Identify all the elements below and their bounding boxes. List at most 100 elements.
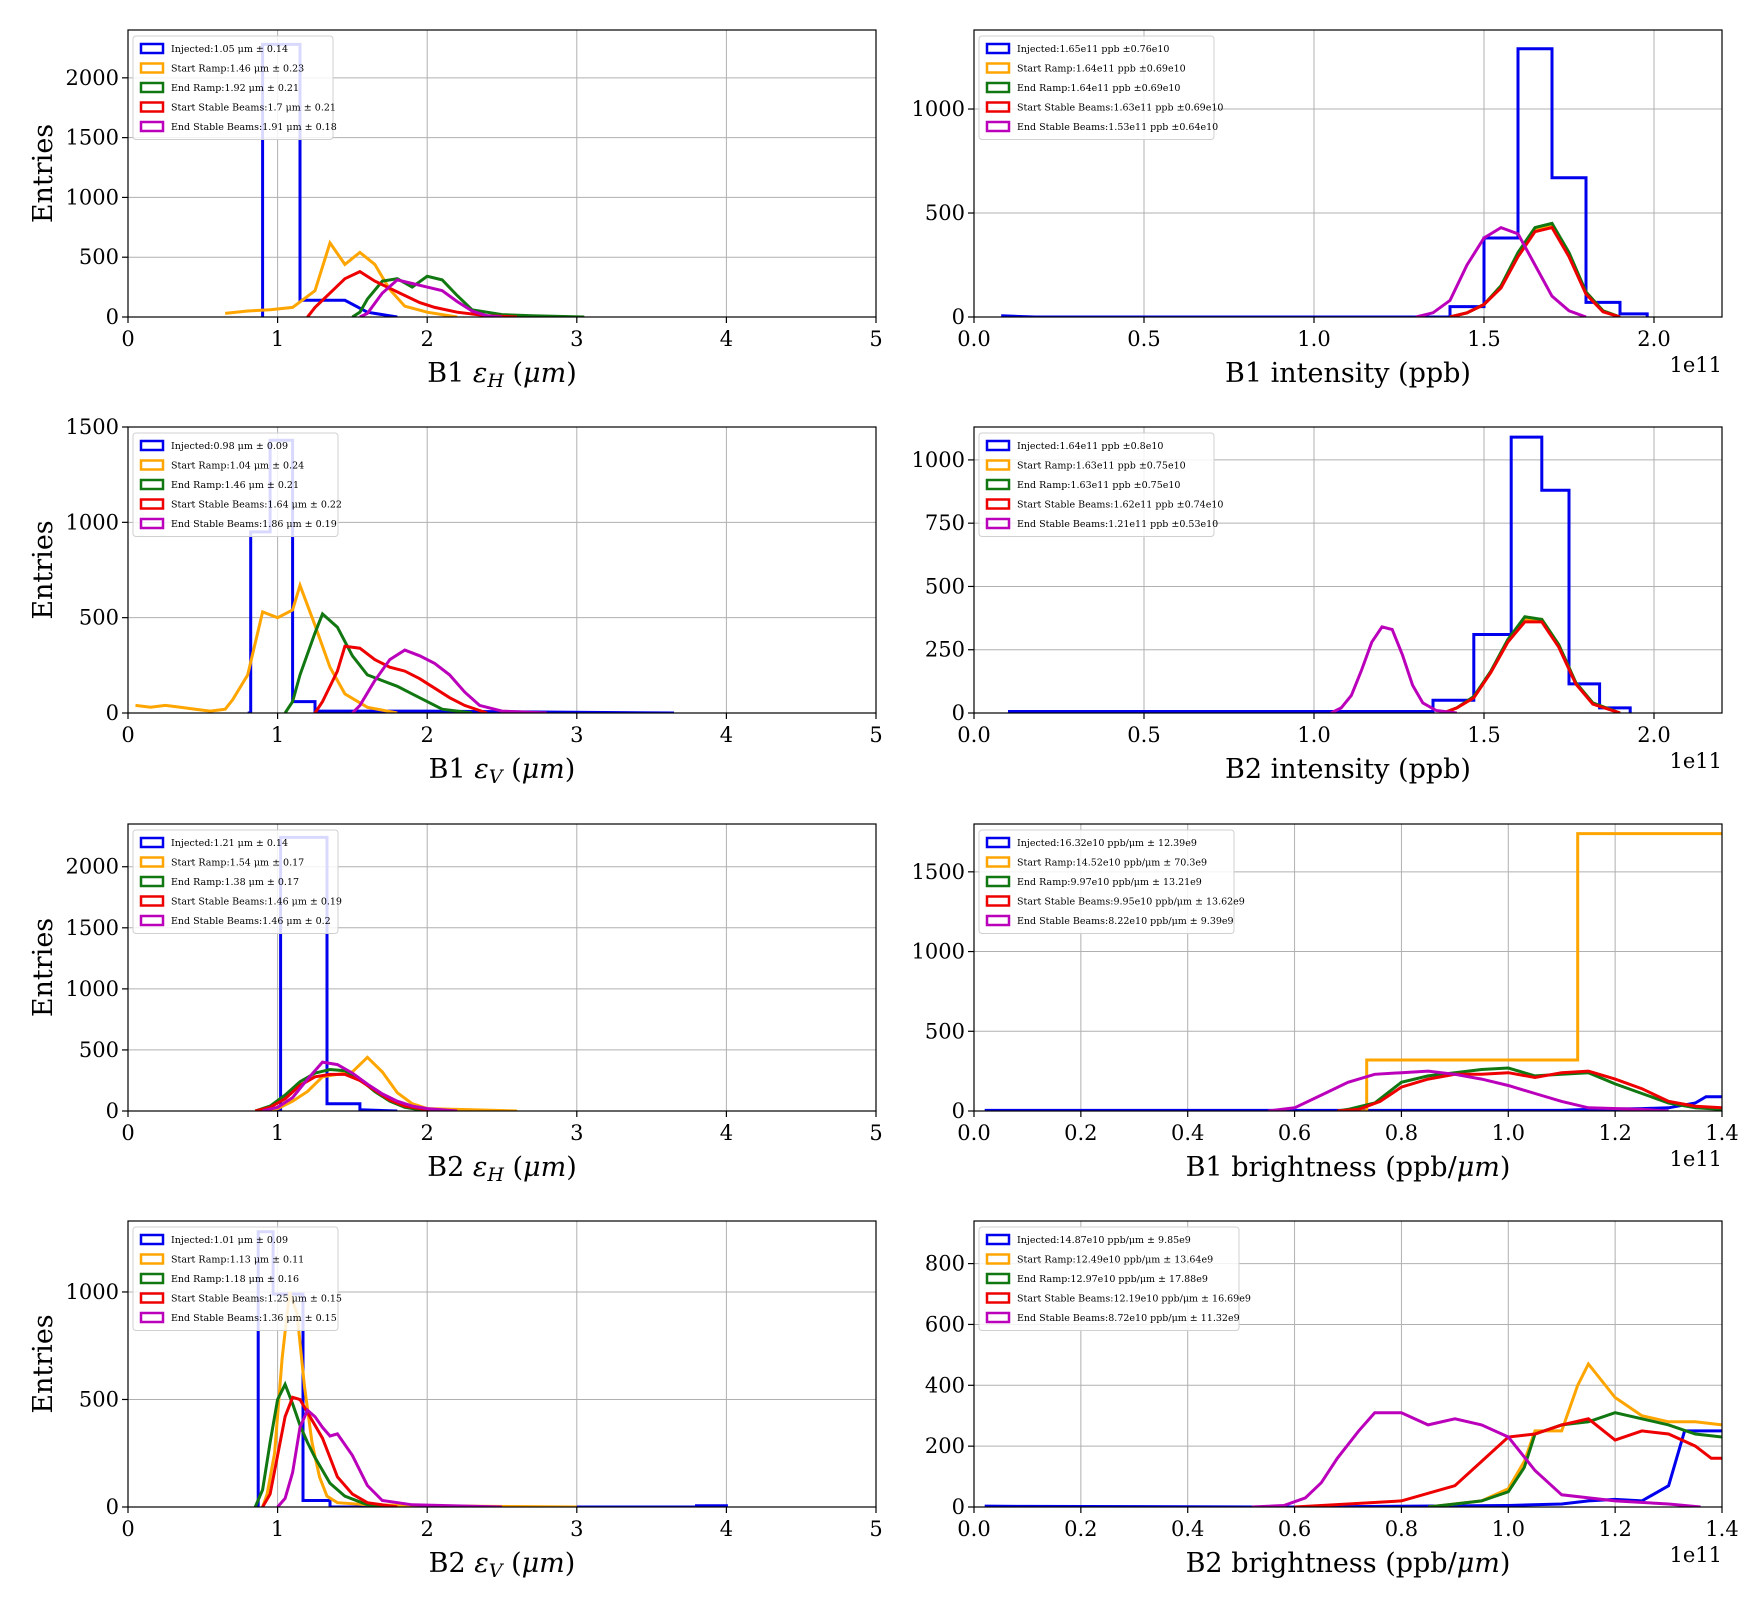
y-axis-label: Entries bbox=[28, 1314, 59, 1413]
series-line-injected bbox=[984, 1095, 1722, 1111]
x-axis-label: B2 intensity (ppb) bbox=[1225, 754, 1471, 785]
x-tick-label: 1.2 bbox=[1598, 1517, 1631, 1541]
legend-box bbox=[978, 432, 1215, 537]
legend-entry: End Ramp:9.97e10 ppb/μm ± 13.21e9 bbox=[1017, 877, 1202, 888]
legend-entry: Start Stable Beams:1.62e11 ppb ±0.74e10 bbox=[1017, 500, 1223, 511]
y-tick-label: 1000 bbox=[912, 97, 965, 121]
x-tick-label: 0 bbox=[121, 1121, 134, 1145]
legend-swatch bbox=[985, 1292, 1011, 1304]
chart-panel-4: 0.0 0.5 1.0 1.5 2.0 0 250 500 750 1000 B2 intensit… bbox=[912, 426, 1723, 785]
legend-entry: Injected:1.64e11 ppb ±0.8e10 bbox=[1017, 441, 1163, 452]
legend-swatch bbox=[139, 914, 165, 927]
x-tick-label: 1.2 bbox=[1598, 1121, 1631, 1145]
legend-box bbox=[132, 35, 334, 140]
legend-swatch bbox=[985, 439, 1011, 452]
legend-swatch bbox=[139, 875, 165, 888]
y-tick-label: 0 bbox=[106, 701, 119, 725]
x-tick-label: 4 bbox=[720, 723, 733, 747]
series-line-start-ramp bbox=[135, 580, 398, 713]
legend-swatch bbox=[139, 42, 165, 55]
legend-entry: Injected:1.65e11 ppb ±0.76e10 bbox=[1017, 44, 1169, 55]
y-axis-label: Entries bbox=[28, 918, 59, 1017]
chart-panel-2: 0.0 0.5 1.0 1.5 2.0 0 500 1000 B1 intensity (ppb… bbox=[912, 29, 1723, 389]
y-tick-label: 500 bbox=[79, 1387, 119, 1411]
series-line-end-ramp bbox=[1337, 1066, 1722, 1111]
x-tick-label: 0.6 bbox=[1278, 1517, 1311, 1541]
y-tick-label: 0 bbox=[952, 1099, 965, 1123]
x-offset-text: 1e11 bbox=[1669, 749, 1722, 773]
series-line-injected bbox=[984, 1429, 1722, 1507]
legend-entry: End Stable Beams:1.86 μm ± 0.19 bbox=[171, 519, 337, 530]
legend-swatch bbox=[985, 875, 1011, 888]
legend-entry: Start Stable Beams:9.95e10 ppb/μm ± 13.6… bbox=[1017, 897, 1245, 908]
x-tick-label: 5 bbox=[869, 723, 882, 747]
legend-swatch bbox=[985, 1311, 1011, 1324]
chart-panel-6: 0.0 0.2 0.4 0.6 0.8 1.0 1.2 1.4 0 500 1000 1500 B1 b… bbox=[912, 823, 1739, 1183]
legend-entry: Start Ramp:1.46 μm ± 0.23 bbox=[171, 64, 304, 75]
legend-entry: End Stable Beams:8.72e10 ppb/μm ± 11.32e… bbox=[1017, 1313, 1240, 1324]
series-line-start-stable-beams bbox=[1337, 1069, 1722, 1111]
series-line-start-ramp bbox=[255, 1055, 518, 1111]
x-tick-label: 1.5 bbox=[1467, 327, 1500, 351]
y-tick-label: 1000 bbox=[66, 1280, 119, 1304]
legend-entry: Injected:1.01 μm ± 0.09 bbox=[171, 1235, 288, 1246]
axes-frame bbox=[973, 426, 1723, 714]
legend-entry: Start Ramp:12.49e10 ppb/μm ± 13.64e9 bbox=[1017, 1255, 1213, 1266]
x-tick-label: 3 bbox=[570, 1517, 583, 1541]
y-tick-label: 500 bbox=[925, 201, 965, 225]
legend-swatch bbox=[139, 120, 165, 133]
series-line-start-stable-beams bbox=[261, 1395, 398, 1507]
x-tick-label: 0.4 bbox=[1171, 1121, 1204, 1145]
y-tick-label: 0 bbox=[952, 305, 965, 329]
y-tick-label: 0 bbox=[106, 1495, 119, 1519]
legend-swatch bbox=[139, 1272, 165, 1285]
x-tick-label: 2 bbox=[421, 327, 434, 351]
y-tick-label: 0 bbox=[952, 1495, 965, 1519]
y-tick-label: 250 bbox=[925, 638, 965, 662]
y-tick-label: 800 bbox=[925, 1252, 965, 1276]
series-line-end-ramp bbox=[1427, 1411, 1722, 1507]
series-line-start-stable-beams bbox=[1449, 225, 1621, 317]
x-tick-label: 0 bbox=[121, 1517, 134, 1541]
y-tick-label: 200 bbox=[925, 1434, 965, 1458]
legend: Injected:1.65e11 ppb ±0.76e10 Start Ramp:… bbox=[978, 35, 1223, 140]
legend-swatch bbox=[985, 1272, 1011, 1285]
y-tick-label: 750 bbox=[925, 511, 965, 535]
x-tick-label: 4 bbox=[720, 1121, 733, 1145]
legend-box bbox=[132, 432, 339, 537]
series-line-start-stable-beams bbox=[306, 269, 518, 317]
x-axis-label: B1 brightness (ppb/μm) bbox=[1186, 1152, 1511, 1183]
series-line-end-stable-beams bbox=[1415, 225, 1587, 317]
series-line-end-stable-beams bbox=[351, 648, 547, 713]
legend-swatch bbox=[139, 478, 165, 491]
legend-box bbox=[978, 1226, 1240, 1331]
legend-box bbox=[132, 829, 339, 934]
series-group bbox=[984, 832, 1722, 1111]
y-tick-label: 0 bbox=[106, 1099, 119, 1123]
x-tick-label: 4 bbox=[720, 327, 733, 351]
x-tick-label: 0.8 bbox=[1385, 1121, 1418, 1145]
x-tick-label: 2 bbox=[421, 723, 434, 747]
legend-entry: Injected:1.05 μm ± 0.14 bbox=[171, 44, 288, 55]
legend-entry: End Ramp:1.18 μm ± 0.16 bbox=[171, 1274, 299, 1285]
legend-swatch bbox=[985, 81, 1011, 94]
legend-swatch bbox=[985, 478, 1011, 491]
x-tick-label: 0.6 bbox=[1278, 1121, 1311, 1145]
x-tick-label: 4 bbox=[720, 1517, 733, 1541]
legend-box bbox=[978, 829, 1235, 934]
x-tick-label: 5 bbox=[869, 1517, 882, 1541]
y-tick-label: 2000 bbox=[66, 66, 119, 90]
x-tick-label: 2 bbox=[421, 1517, 434, 1541]
legend-entry: Start Ramp:1.63e11 ppb ±0.75e10 bbox=[1017, 461, 1186, 472]
legend: Injected:1.05 μm ± 0.14 Start Ramp:1.46 μ… bbox=[132, 35, 337, 140]
y-tick-label: 1500 bbox=[66, 126, 119, 150]
axes-frame bbox=[973, 823, 1723, 1112]
x-tick-label: 0.8 bbox=[1385, 1517, 1418, 1541]
series-line-start-stable-beams bbox=[1442, 620, 1621, 713]
y-tick-label: 500 bbox=[925, 574, 965, 598]
legend-swatch bbox=[985, 42, 1011, 55]
y-tick-label: 1000 bbox=[912, 940, 965, 964]
x-axis-label: B1 intensity (ppb) bbox=[1225, 358, 1471, 389]
y-tick-label: 0 bbox=[952, 701, 965, 725]
x-axis-label: B2 εH (μm) bbox=[427, 1152, 577, 1186]
